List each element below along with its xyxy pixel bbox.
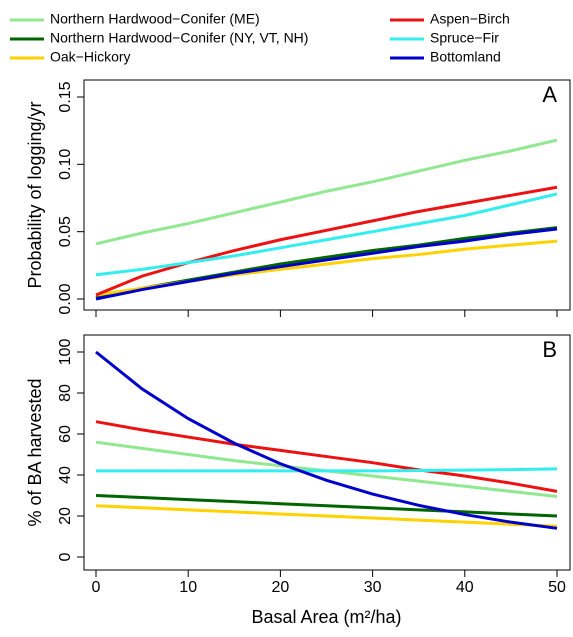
series-line (96, 467, 558, 473)
panel-label: B (542, 337, 557, 362)
legend-label: Spruce−Fir (430, 30, 499, 46)
legend-label: Bottomland (430, 49, 501, 65)
series-line (95, 192, 558, 277)
x-tick-label: 50 (548, 579, 566, 596)
series-line (95, 494, 558, 518)
legend-label: Aspen−Birch (430, 11, 510, 27)
legend-label: Northern Hardwood−Conifer (ME) (50, 11, 260, 27)
panel-label: A (542, 82, 557, 107)
x-tick-label: 40 (456, 579, 474, 596)
y-tick-label: 0.00 (57, 283, 74, 314)
y-tick-label: 40 (57, 466, 74, 484)
x-tick-label: 10 (179, 579, 197, 596)
y-tick-label: 0.10 (57, 149, 74, 180)
x-tick-label: 30 (364, 579, 382, 596)
series-line (95, 227, 558, 301)
y-tick-label: 60 (57, 425, 74, 443)
y-tick-label: 0.15 (57, 81, 74, 112)
plot-frame (83, 334, 571, 571)
series-line (95, 504, 558, 528)
y-tick-label: 80 (57, 384, 74, 402)
y-axis-label: % of BA harvested (25, 378, 45, 526)
y-tick-label: 100 (57, 339, 74, 366)
plot-frame (83, 79, 571, 311)
legend-label: Northern Hardwood−Conifer (NY, VT, NH) (50, 30, 308, 46)
series-line (95, 350, 558, 530)
legend-label: Oak−Hickory (50, 49, 131, 65)
series-line (95, 185, 558, 297)
x-tick-label: 0 (92, 579, 101, 596)
x-tick-label: 20 (272, 579, 290, 596)
y-axis-label: Probability of logging/yr (25, 101, 45, 288)
x-axis-label: Basal Area (m²/ha) (251, 607, 401, 627)
y-tick-label: 20 (57, 507, 74, 525)
series-line (95, 138, 558, 246)
y-tick-label: 0 (57, 552, 74, 561)
series-line (95, 420, 558, 493)
y-tick-label: 0.05 (57, 216, 74, 247)
